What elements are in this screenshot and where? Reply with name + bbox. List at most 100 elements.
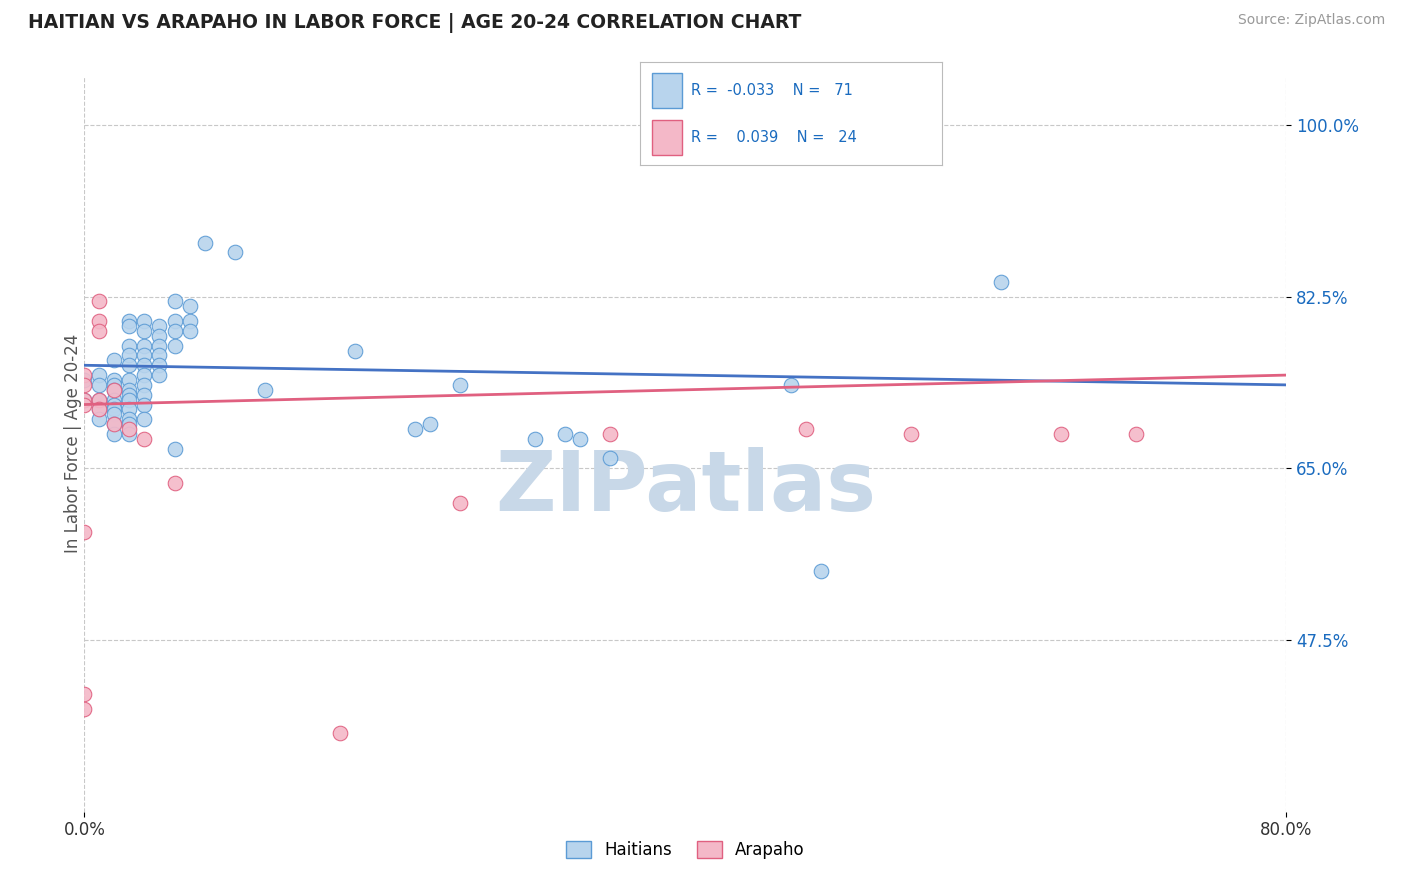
Point [103,373,125,387]
Point [179,314,201,328]
Point [73,373,96,387]
Point [179,324,201,338]
Point [343,343,366,358]
Point [103,407,125,422]
Point [900,426,922,441]
Point [134,412,156,426]
Text: R =    0.039    N =   24: R = 0.039 N = 24 [692,130,858,145]
Text: Source: ZipAtlas.com: Source: ZipAtlas.com [1237,13,1385,28]
Point [103,402,125,417]
Point [89,392,111,407]
Point [89,324,111,338]
Point [73,701,96,715]
Point [118,422,141,436]
Point [134,358,156,373]
Point [163,475,186,490]
Bar [652,73,682,108]
Point [118,426,141,441]
Point [73,392,96,407]
Point [134,324,156,338]
Point [118,318,141,333]
Point [103,383,125,397]
Point [1125,426,1147,441]
Point [419,417,441,432]
Point [73,398,96,412]
Point [89,378,111,392]
Point [134,368,156,382]
Point [599,426,621,441]
Point [103,392,125,407]
Point [89,368,111,382]
Point [89,412,111,426]
Point [103,417,125,432]
Point [118,412,141,426]
Bar [652,120,682,155]
Y-axis label: In Labor Force | Age 20-24: In Labor Force | Age 20-24 [65,334,82,553]
Point [89,402,111,417]
Point [118,338,141,352]
Point [134,314,156,328]
Point [134,338,156,352]
Point [163,324,186,338]
Point [194,235,217,250]
Point [118,387,141,401]
Point [404,422,426,436]
Point [1050,426,1073,441]
Point [179,300,201,314]
Point [524,432,547,446]
Point [118,402,141,417]
Point [118,373,141,387]
Point [148,318,170,333]
Point [118,417,141,432]
Point [794,422,817,436]
Point [73,378,96,392]
Point [990,275,1012,289]
Point [449,378,471,392]
Point [103,398,125,412]
Point [134,348,156,362]
Point [103,378,125,392]
Point [118,392,141,407]
Point [103,426,125,441]
Point [118,358,141,373]
Point [148,328,170,343]
Point [163,314,186,328]
Point [103,383,125,397]
Point [134,432,156,446]
Point [569,432,592,446]
Point [118,314,141,328]
Text: ZIPatlas: ZIPatlas [495,448,876,528]
Point [599,451,621,466]
Point [148,368,170,382]
Point [810,564,832,578]
Point [89,402,111,417]
Point [89,392,111,407]
Point [103,417,125,432]
Point [73,368,96,382]
Point [224,245,246,260]
Point [779,378,801,392]
Point [89,294,111,309]
Point [148,338,170,352]
Point [134,398,156,412]
Point [73,687,96,701]
Point [134,378,156,392]
Point [89,314,111,328]
Point [554,426,576,441]
Point [118,383,141,397]
Text: HAITIAN VS ARAPAHO IN LABOR FORCE | AGE 20-24 CORRELATION CHART: HAITIAN VS ARAPAHO IN LABOR FORCE | AGE … [28,13,801,33]
Point [329,726,352,740]
Point [73,524,96,539]
Point [449,495,471,509]
Legend: Haitians, Arapaho: Haitians, Arapaho [560,834,811,866]
Point [148,348,170,362]
Point [163,294,186,309]
Point [118,348,141,362]
Point [148,358,170,373]
Point [103,353,125,368]
Point [163,338,186,352]
Point [253,383,276,397]
Point [73,392,96,407]
Point [134,387,156,401]
Point [163,442,186,456]
